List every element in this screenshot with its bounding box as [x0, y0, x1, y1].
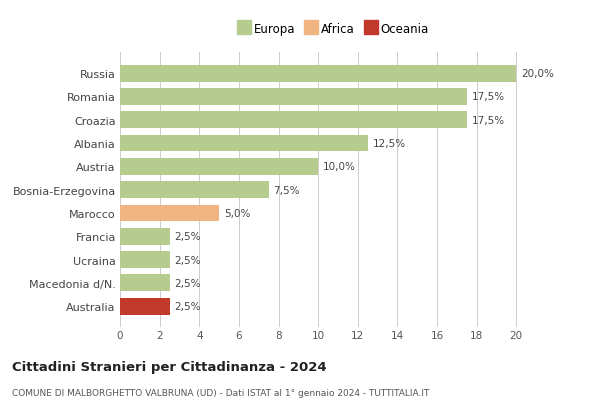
Bar	[120, 298, 170, 315]
Text: 12,5%: 12,5%	[373, 139, 406, 149]
Text: Cittadini Stranieri per Cittadinanza - 2024: Cittadini Stranieri per Cittadinanza - 2…	[12, 360, 326, 373]
Bar	[120, 65, 516, 82]
Text: 5,0%: 5,0%	[224, 209, 250, 218]
Text: 2,5%: 2,5%	[175, 255, 201, 265]
Text: 2,5%: 2,5%	[175, 278, 201, 288]
Text: 2,5%: 2,5%	[175, 301, 201, 311]
Bar	[120, 112, 467, 129]
Text: 10,0%: 10,0%	[323, 162, 356, 172]
Bar	[120, 135, 368, 152]
Text: 2,5%: 2,5%	[175, 231, 201, 242]
Bar	[120, 275, 170, 292]
Text: 17,5%: 17,5%	[472, 92, 505, 102]
Bar	[120, 89, 467, 106]
Text: 17,5%: 17,5%	[472, 115, 505, 126]
Text: 7,5%: 7,5%	[274, 185, 300, 195]
Bar	[120, 228, 170, 245]
Bar	[120, 182, 269, 198]
Bar	[120, 205, 219, 222]
Legend: Europa, Africa, Oceania: Europa, Africa, Oceania	[237, 23, 429, 36]
Text: COMUNE DI MALBORGHETTO VALBRUNA (UD) - Dati ISTAT al 1° gennaio 2024 - TUTTITALI: COMUNE DI MALBORGHETTO VALBRUNA (UD) - D…	[12, 389, 430, 398]
Text: 20,0%: 20,0%	[521, 69, 554, 79]
Bar	[120, 252, 170, 268]
Bar	[120, 159, 318, 175]
